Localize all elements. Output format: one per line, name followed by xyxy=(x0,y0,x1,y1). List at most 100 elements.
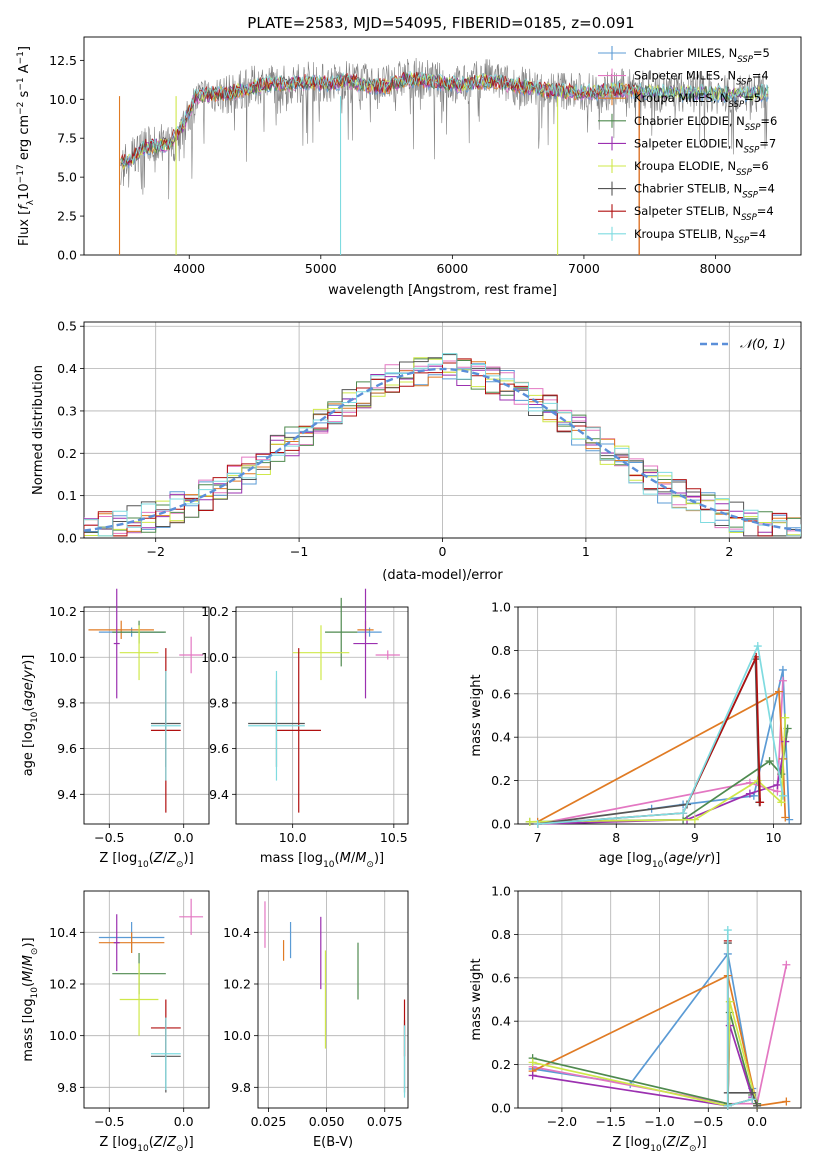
legend-label-main: Chabrier ELODIE, N xyxy=(634,114,745,128)
error-bar-point xyxy=(179,898,204,935)
spectrum-x-tick-label: 4000 xyxy=(173,261,205,276)
weight-marker xyxy=(753,1101,762,1110)
weight-vs-age-x-tick-label: 8 xyxy=(612,830,620,845)
legend-label-sub: SSP xyxy=(736,78,752,88)
gaussian-legend-label: 𝒩(0, 1) xyxy=(740,336,786,351)
age-vs-Z-y-tick-label: 9.6 xyxy=(57,741,77,756)
weight-marker xyxy=(778,665,787,674)
mass-vs-Z-y-tick-label: 10.2 xyxy=(49,977,77,992)
mass-vs-ebv-y-tick-label: 10.4 xyxy=(223,925,251,940)
residuals-x-tick-label: −1 xyxy=(290,544,308,559)
weight-vs-Z-x-tick-label: −2.0 xyxy=(547,1114,577,1129)
legend-label-sub: SSP xyxy=(745,123,761,133)
age-vs-mass-x-tick-label: 10.0 xyxy=(279,830,307,845)
error-bar-point xyxy=(179,636,204,674)
legend-label: Salpeter STELIB, NSSP=4 xyxy=(634,204,774,223)
age-vs-Z-y-tick-label: 9.8 xyxy=(57,695,77,710)
weight-vs-age-axes: 7 8 9 10 0.0 0.2 0.4 0.6 0.8 1.0 xyxy=(491,600,802,845)
legend-label: Kroupa MILES, NSSP=5 xyxy=(634,91,761,110)
legend-label-sub: SSP xyxy=(744,145,760,155)
residuals-frame xyxy=(83,321,802,539)
weight-vs-Z-x-label: Z [log10(Z/Z⊙)] xyxy=(612,1135,706,1154)
age-vs-mass-x-tick-label: 10.5 xyxy=(380,830,408,845)
age-vs-mass-y-tick-label: 10.2 xyxy=(201,604,229,619)
spectrum-x-tick-label: 5000 xyxy=(305,261,337,276)
spectrum-y-tick-label: 7.5 xyxy=(57,131,77,146)
weight-line xyxy=(532,964,788,1105)
weight-marker xyxy=(774,687,783,696)
weight-vs-age-x-tick-label: 9 xyxy=(691,830,699,845)
weight-marker xyxy=(753,642,762,651)
age-vs-mass-y-tick-label: 9.4 xyxy=(209,787,229,802)
spectrum-y-tick-label: 10.0 xyxy=(49,92,77,107)
legend-label-main: Salpeter MILES, N xyxy=(634,69,736,83)
legend-label-main: Kroupa STELIB, N xyxy=(634,227,734,241)
weight-vs-Z-y-tick-label: 0.0 xyxy=(491,1101,511,1116)
error-bar-point xyxy=(325,597,358,667)
weight-marker xyxy=(679,809,688,818)
weight-marker xyxy=(781,713,790,722)
weight-marker xyxy=(765,757,774,766)
legend-label-sub: SSP xyxy=(741,213,757,223)
legend-label-tail: =4 xyxy=(757,204,774,218)
legend-label-main: Salpeter STELIB, N xyxy=(634,204,741,218)
error-bar-point xyxy=(276,648,321,813)
weight-marker xyxy=(781,737,790,746)
residual-histogram xyxy=(84,354,801,537)
legend-label-main: Kroupa MILES, N xyxy=(634,91,729,105)
legend-label-tail: =7 xyxy=(759,136,776,150)
spectrum-y-tick-label: 0.0 xyxy=(57,248,77,263)
weight-marker xyxy=(756,798,765,807)
weight-vs-Z-x-tick-label: −1.0 xyxy=(644,1114,674,1129)
weight-marker xyxy=(723,1101,732,1110)
residuals-x-tick-label: −2 xyxy=(146,544,164,559)
legend-label: Chabrier STELIB, NSSP=4 xyxy=(634,182,775,201)
mass-vs-ebv-x-tick-label: 0.050 xyxy=(309,1114,345,1129)
age-vs-Z-y-label: age [log10(age/yr)] xyxy=(21,655,40,777)
weight-marker xyxy=(782,960,791,969)
mass-vs-Z-frame xyxy=(83,890,210,1109)
error-bar-point xyxy=(98,932,165,953)
error-bar-point xyxy=(353,588,378,699)
spectrum-axes: 4000 5000 6000 7000 8000 0.0 2.5 5.0 7.5 10.0 12.5 xyxy=(49,36,802,276)
age-vs-Z-x-tick-label: −0.5 xyxy=(94,830,124,845)
legend-label-sub: SSP xyxy=(737,55,753,65)
mass-vs-ebv-y-tick-label: 10.0 xyxy=(223,1028,251,1043)
weight-marker xyxy=(778,791,787,800)
weight-vs-Z-x-tick-label: −0.5 xyxy=(693,1114,723,1129)
weight-marker xyxy=(525,817,534,826)
legend-label-tail: =4 xyxy=(752,69,769,83)
residuals-x-tick-label: 2 xyxy=(725,544,733,559)
mass-vs-Z-y-tick-label: 10.4 xyxy=(49,925,77,940)
mass-vs-Z-axes: −0.5 0.0 9.8 10.0 10.2 10.4 xyxy=(49,890,210,1129)
error-bar-point xyxy=(119,625,159,681)
weight-vs-Z-y-label: mass weight xyxy=(469,958,484,1040)
weight-vs-age-y-label: mass weight xyxy=(469,674,484,756)
legend-label-sub: SSP xyxy=(742,191,758,201)
weight-vs-age-x-label: age [log10(age/yr)] xyxy=(599,851,721,870)
error-bar-point xyxy=(292,625,350,681)
error-bar-point xyxy=(88,620,154,639)
legend-label-sub: SSP xyxy=(734,236,750,246)
weight-marker xyxy=(533,820,542,828)
age-vs-Z-y-tick-label: 9.4 xyxy=(57,787,77,802)
spectrum-x-tick-label: 8000 xyxy=(700,261,732,276)
spectrum-model-line xyxy=(120,71,640,165)
age-vs-Z-y-tick-label: 10.2 xyxy=(49,604,77,619)
weight-vs-age-y-tick-label: 0.6 xyxy=(491,686,511,701)
mass-vs-Z-x-tick-label: 0.0 xyxy=(174,1114,194,1129)
weight-marker xyxy=(753,776,762,785)
error-bar-point xyxy=(248,670,305,781)
age-vs-mass-axes: 10.0 10.5 9.4 9.6 9.8 10.0 10.2 xyxy=(201,604,409,845)
legend-label-main: Salpeter ELODIE, N xyxy=(634,136,744,150)
legend-label-tail: =4 xyxy=(758,182,775,196)
legend-label-tail: =5 xyxy=(753,46,770,60)
age-vs-mass-y-tick-label: 9.8 xyxy=(209,695,229,710)
weight-vs-Z-x-tick-label: −1.5 xyxy=(596,1114,626,1129)
weight-line xyxy=(532,1012,758,1105)
weight-vs-Z-frame xyxy=(517,890,802,1109)
residuals-x-label: (data-model)/error xyxy=(382,568,503,583)
residuals-y-label: Normed distribution xyxy=(31,365,46,495)
weight-vs-Z-y-tick-label: 0.8 xyxy=(491,927,511,942)
error-bar-point xyxy=(150,670,181,781)
